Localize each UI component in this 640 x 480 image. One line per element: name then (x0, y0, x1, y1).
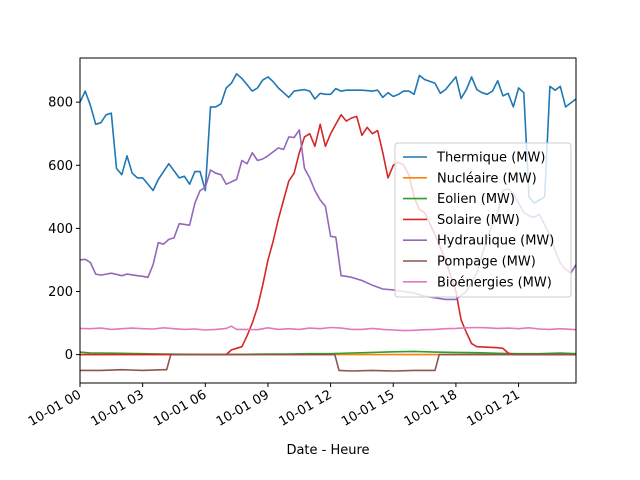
x-tick-label: 10-01 03 (89, 387, 147, 429)
series-line-0 (79, 73, 577, 204)
series-line-2 (79, 350, 577, 356)
x-tick-label: 10-01 06 (151, 387, 209, 429)
legend-label: Pompage (MW) (437, 255, 536, 270)
y-tick-label: 200 (48, 285, 73, 300)
plot-frame (79, 57, 577, 384)
series-line-3 (80, 114, 576, 356)
y-tick-label: 600 (48, 159, 73, 174)
series-line-5 (80, 353, 576, 372)
legend-label: Bioénergies (MW) (437, 275, 552, 290)
y-tick-label: 0 (65, 348, 73, 363)
y-tick-label: 400 (48, 222, 73, 237)
legend: Thermique (MW) Nucléaire (MW) Eolien (MW) S… (394, 142, 572, 298)
series-line-6 (79, 325, 577, 332)
legend-label: Eolien (MW) (437, 192, 515, 207)
y-tick-label: 800 (48, 96, 73, 111)
series-layer (79, 73, 577, 372)
x-tick-label: 10-01 09 (214, 387, 272, 429)
legend-box (394, 142, 572, 298)
legend-label: Nucléaire (MW) (437, 171, 537, 186)
x-tick-label: 10-01 12 (276, 387, 334, 429)
legend-label: Thermique (MW) (436, 151, 545, 166)
x-axis-label: Date - Heure (286, 443, 369, 458)
x-tick-label: 10-01 15 (339, 387, 397, 429)
x-tick-label: 10-01 18 (402, 387, 460, 429)
x-tick-label: 10-01 00 (26, 387, 84, 429)
legend-label: Hydraulique (MW) (437, 234, 554, 249)
x-tick-label: 10-01 21 (464, 387, 522, 429)
legend-label: Solaire (MW) (437, 213, 520, 228)
